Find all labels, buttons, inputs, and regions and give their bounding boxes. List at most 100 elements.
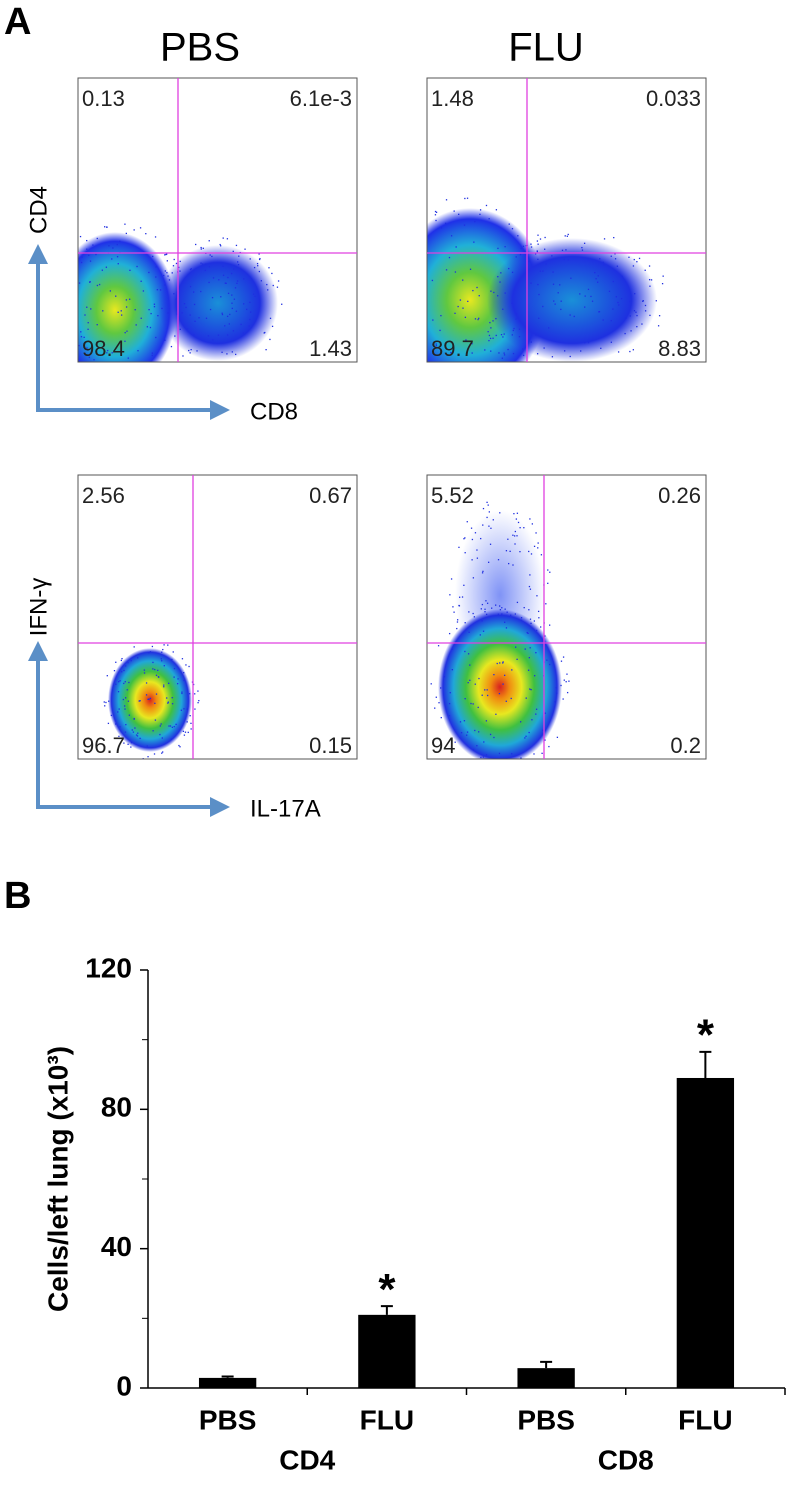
event-dot	[450, 235, 453, 237]
event-dot	[148, 652, 150, 654]
event-dot	[493, 673, 495, 676]
event-dot	[581, 249, 584, 251]
event-dot	[462, 307, 464, 309]
event-dot	[515, 384, 516, 385]
event-dot	[496, 662, 498, 665]
event-dot	[641, 323, 643, 325]
event-dot	[151, 645, 154, 648]
event-dot	[224, 325, 226, 327]
event-dot	[269, 317, 272, 319]
event-dot	[583, 242, 586, 244]
event-dot	[613, 236, 615, 239]
event-dot	[121, 657, 123, 660]
event-dot	[477, 706, 479, 709]
significance-marker: *	[378, 1265, 396, 1314]
event-dot	[530, 373, 531, 374]
event-dot	[81, 256, 83, 258]
event-dot	[208, 240, 210, 242]
event-dot	[128, 714, 131, 716]
event-dot	[568, 680, 570, 682]
event-dot	[658, 315, 661, 317]
event-dot	[538, 317, 540, 319]
event-dot	[536, 240, 539, 242]
event-dot	[62, 311, 63, 312]
event-dot	[134, 727, 136, 729]
event-dot	[636, 261, 638, 263]
event-dot	[632, 349, 634, 351]
event-dot	[580, 350, 582, 352]
event-dot	[466, 197, 469, 199]
event-dot	[644, 269, 646, 271]
event-dot	[479, 209, 482, 211]
event-dot	[193, 303, 196, 306]
event-dot	[486, 516, 488, 519]
event-dot	[78, 282, 81, 284]
event-dot	[657, 325, 660, 327]
event-dot	[163, 665, 165, 667]
event-dot	[505, 550, 508, 552]
event-dot	[450, 746, 453, 748]
event-dot	[244, 248, 246, 250]
event-dot	[464, 622, 466, 624]
event-dot	[484, 611, 486, 613]
event-dot	[129, 377, 130, 378]
event-dot	[486, 501, 488, 504]
event-dot	[156, 289, 159, 291]
event-dot	[522, 245, 525, 247]
event-dot	[520, 247, 522, 250]
event-dot	[221, 312, 223, 314]
event-dot	[515, 313, 518, 315]
event-dot	[484, 689, 486, 691]
event-dot	[231, 307, 233, 310]
event-dot	[482, 507, 485, 510]
event-dot	[456, 619, 459, 621]
bar	[358, 1314, 416, 1388]
event-dot	[467, 681, 469, 684]
event-dot	[517, 521, 520, 524]
event-dot	[503, 765, 504, 766]
event-dot	[147, 698, 149, 700]
event-dot	[198, 317, 200, 319]
event-dot	[648, 265, 651, 267]
event-dot	[145, 682, 148, 684]
event-dot	[124, 697, 127, 699]
event-dot	[484, 608, 486, 610]
event-dot	[602, 261, 605, 264]
event-dot	[535, 652, 537, 654]
event-dot	[411, 347, 412, 348]
event-dot	[115, 661, 117, 663]
event-dot	[614, 253, 616, 255]
event-dot	[505, 627, 508, 629]
event-dot	[497, 276, 499, 278]
event-dot	[498, 352, 500, 354]
event-dot	[516, 658, 518, 661]
event-dot	[152, 730, 154, 732]
event-dot	[222, 237, 224, 239]
event-dot	[139, 737, 141, 740]
event-dot	[610, 255, 612, 257]
quadrant-value: 0.033	[646, 86, 701, 111]
event-dot	[567, 259, 569, 261]
event-dot	[505, 396, 506, 397]
event-dot	[238, 255, 240, 257]
event-dot	[529, 574, 531, 576]
event-dot	[472, 612, 474, 615]
y-axis-label: Cells/left lung (x10³)	[42, 1046, 73, 1312]
event-dot	[168, 725, 170, 727]
event-dot	[597, 281, 599, 283]
event-dot	[617, 351, 620, 353]
event-dot	[470, 527, 473, 529]
event-dot	[224, 282, 226, 284]
event-dot	[166, 253, 168, 255]
event-dot	[226, 353, 228, 355]
event-dot	[200, 262, 202, 264]
event-dot	[528, 731, 530, 734]
event-dot	[193, 334, 195, 336]
quadrant-value: 0.13	[82, 86, 125, 111]
event-dot	[499, 281, 501, 283]
event-dot	[116, 387, 117, 388]
event-dot	[612, 308, 614, 310]
event-dot	[432, 319, 434, 321]
event-dot	[513, 512, 515, 515]
event-dot	[163, 644, 165, 646]
